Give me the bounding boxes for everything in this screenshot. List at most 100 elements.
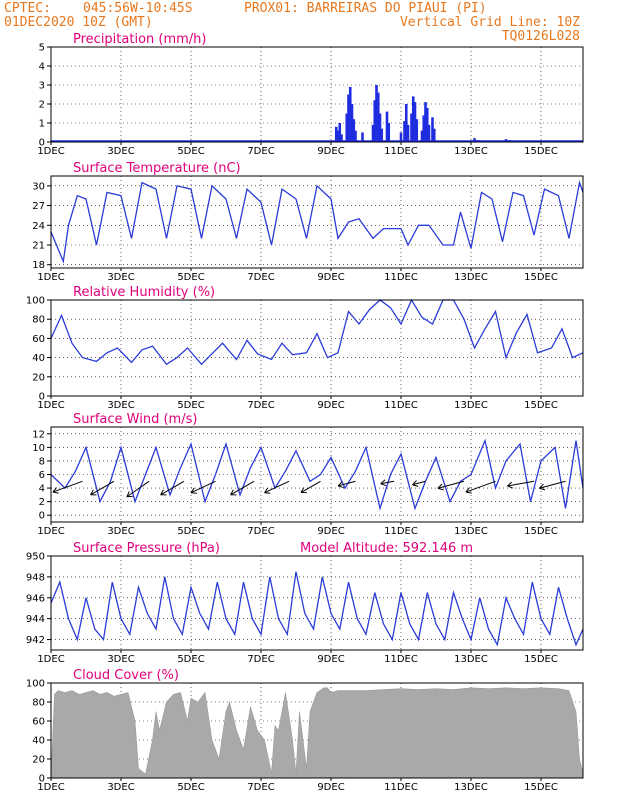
precip-bar xyxy=(410,113,413,142)
y-tick-label: 12 xyxy=(32,429,45,440)
x-tick-label: 15DEC xyxy=(524,782,558,793)
precip-bar xyxy=(385,111,389,142)
precip-bar xyxy=(345,113,349,142)
precip-bar xyxy=(432,128,436,142)
y-tick-label: 40 xyxy=(32,736,45,747)
precip-bar xyxy=(373,100,377,142)
wind-arrow-shaft xyxy=(160,480,185,496)
precip-bar xyxy=(376,92,380,142)
x-tick-label: 7DEC xyxy=(247,146,274,157)
pres-title: Surface Pressure (hPa) xyxy=(73,541,220,556)
y-tick-label: 6 xyxy=(39,470,45,481)
wind-arrow-head xyxy=(264,487,271,494)
x-tick-label: 11DEC xyxy=(384,400,418,411)
cloud-frame xyxy=(50,682,584,779)
y-tick-label: 4 xyxy=(39,484,45,495)
precip-bar xyxy=(348,86,352,142)
wind-arrow-head xyxy=(90,489,97,496)
x-tick-label: 7DEC xyxy=(247,400,274,411)
x-tick-label: 3DEC xyxy=(107,272,134,283)
y-tick-label: 80 xyxy=(32,315,45,326)
precip-bar xyxy=(350,104,354,142)
precip-bar xyxy=(352,119,356,142)
wind-arrow-head xyxy=(52,487,59,494)
precip-bar xyxy=(354,130,357,142)
wind-arrow-head xyxy=(465,487,472,494)
y-tick-label: 18 xyxy=(32,260,45,271)
x-tick-label: 13DEC xyxy=(454,782,488,793)
wind-arrow-shaft xyxy=(230,480,255,496)
x-tick-label: 13DEC xyxy=(454,272,488,283)
precip-bar xyxy=(378,113,382,142)
y-tick-label: 60 xyxy=(32,717,45,728)
x-tick-label: 3DEC xyxy=(107,526,134,537)
y-tick-label: 40 xyxy=(32,353,45,364)
y-tick-label: 27 xyxy=(32,201,45,212)
wind-arrow-shaft xyxy=(539,480,566,489)
wind-arrow-head xyxy=(507,481,514,489)
precip-bar xyxy=(403,121,406,142)
wind-arrow xyxy=(230,480,255,496)
precip-bar xyxy=(420,130,424,142)
wind-arrow-head xyxy=(380,479,387,487)
x-tick-label: 1DEC xyxy=(37,526,64,537)
wind-arrow-shaft xyxy=(465,480,496,493)
wind-arrow-shaft xyxy=(380,480,395,485)
precip-bar xyxy=(424,102,427,142)
x-tick-label: 11DEC xyxy=(384,526,418,537)
wind-arrow-shaft xyxy=(437,480,465,489)
x-tick-label: 9DEC xyxy=(317,400,344,411)
x-tick-label: 15DEC xyxy=(524,654,558,665)
header-code: TQ0126L028 xyxy=(502,29,580,44)
y-tick-label: 946 xyxy=(26,593,45,604)
wind-arrow-head xyxy=(412,480,419,487)
x-tick-label: 5DEC xyxy=(177,146,204,157)
rh-frame xyxy=(50,299,584,397)
x-tick-label: 13DEC xyxy=(454,654,488,665)
x-tick-label: 5DEC xyxy=(177,782,204,793)
x-tick-label: 7DEC xyxy=(247,272,274,283)
wind-arrow xyxy=(437,480,465,491)
x-tick-label: 3DEC xyxy=(107,654,134,665)
y-tick-label: 0 xyxy=(39,138,45,149)
x-tick-label: 1DEC xyxy=(37,272,64,283)
wind-arrow xyxy=(337,480,356,489)
temp-frame xyxy=(50,175,584,269)
wind-series-line xyxy=(50,438,584,511)
precip-title: Precipitation (mm/h) xyxy=(73,32,206,47)
temp-series-line xyxy=(50,180,584,264)
precip-bar xyxy=(334,126,338,142)
y-tick-label: 3 xyxy=(39,81,45,92)
wind-arrow xyxy=(90,480,115,496)
wind-arrow-shaft xyxy=(337,480,356,487)
precip-bar xyxy=(411,96,415,142)
wind-arrow-shaft xyxy=(190,480,216,494)
x-tick-label: 1DEC xyxy=(37,146,64,157)
x-tick-label: 13DEC xyxy=(454,526,488,537)
y-tick-label: 944 xyxy=(26,614,45,625)
pres-series-line xyxy=(50,571,584,647)
precip-bar xyxy=(406,124,410,142)
x-tick-label: 15DEC xyxy=(524,146,558,157)
y-tick-label: 10 xyxy=(32,443,45,454)
x-tick-label: 15DEC xyxy=(524,272,558,283)
x-tick-label: 9DEC xyxy=(317,526,344,537)
wind-arrow-shaft xyxy=(90,480,115,496)
x-tick-label: 7DEC xyxy=(247,526,274,537)
y-tick-label: 0 xyxy=(39,511,45,522)
precip-bar xyxy=(387,123,391,142)
precip-bar xyxy=(380,128,384,142)
wind-arrow-shaft xyxy=(300,480,321,493)
wind-arrow xyxy=(465,480,496,494)
y-tick-label: 8 xyxy=(39,456,45,467)
y-tick-label: 5 xyxy=(39,43,45,54)
x-tick-label: 1DEC xyxy=(37,782,64,793)
x-tick-label: 11DEC xyxy=(384,654,418,665)
x-tick-label: 15DEC xyxy=(524,400,558,411)
y-tick-label: 24 xyxy=(32,221,45,232)
y-tick-label: 20 xyxy=(32,372,45,383)
precip-frame xyxy=(50,46,584,143)
wind-arrow-shaft xyxy=(412,480,426,486)
x-tick-label: 13DEC xyxy=(454,146,488,157)
